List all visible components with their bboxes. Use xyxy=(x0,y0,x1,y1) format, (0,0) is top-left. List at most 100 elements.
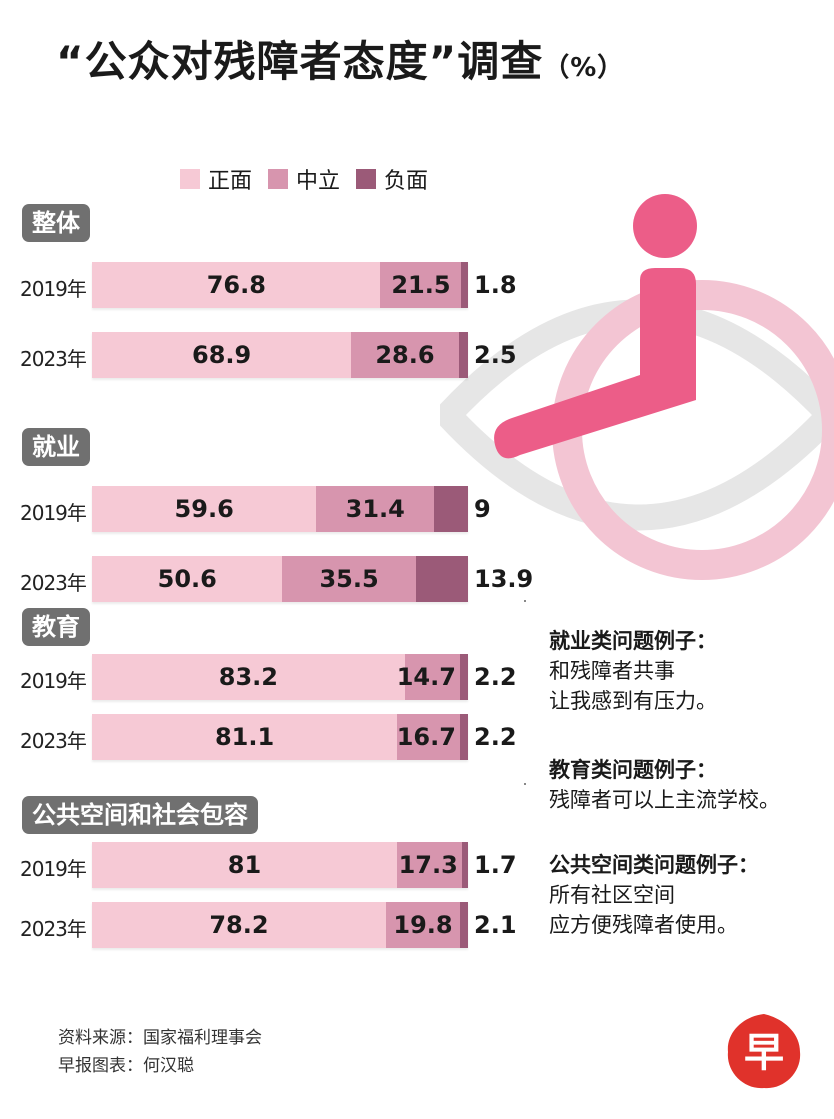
year-label: 2023年 xyxy=(20,917,87,941)
section-label: 公共空间和社会包容 xyxy=(22,796,258,834)
section-label: 教育 xyxy=(22,608,90,646)
bar-segment-negative xyxy=(459,654,468,700)
bar-segment-positive: 78.2 xyxy=(92,902,386,948)
bar-segment-positive: 59.6 xyxy=(92,486,317,532)
data-label: 81.1 xyxy=(214,723,275,751)
bar-segment-positive: 81 xyxy=(92,842,397,888)
legend-item-positive: 正面 xyxy=(180,163,252,195)
legend-label-negative: 负面 xyxy=(384,169,429,194)
data-label: 31.4 xyxy=(345,495,405,523)
stacked-bar: 83.2 14.7 xyxy=(92,654,468,700)
data-label: 16.7 xyxy=(396,723,456,751)
note-heading: 公共空间类问题例子： xyxy=(549,853,759,877)
bar-segment-neutral: 21.5 xyxy=(380,262,462,308)
data-label: 50.6 xyxy=(157,565,217,593)
data-label: 28.6 xyxy=(375,341,435,369)
note-line: 应方便残障者使用。 xyxy=(549,913,738,937)
chart-title: “公众对残障者态度”调查（%） xyxy=(56,28,624,89)
stacked-bar: 81 17.3 xyxy=(92,842,468,888)
data-label: 78.2 xyxy=(209,911,269,939)
title-text: “公众对残障者态度”调查 xyxy=(56,37,544,86)
legend-swatch-negative xyxy=(356,169,377,189)
bar-segment-negative xyxy=(459,714,468,760)
legend-label-neutral: 中立 xyxy=(296,169,341,194)
logo-text: 早 xyxy=(744,1030,784,1076)
stacked-bar: 59.6 31.4 xyxy=(92,486,468,532)
bar-segment-positive: 81.1 xyxy=(92,714,397,760)
data-label-negative: 2.2 xyxy=(474,723,517,751)
year-label: 2019年 xyxy=(20,669,87,693)
data-label: 21.5 xyxy=(391,271,451,299)
bar-segment-negative xyxy=(461,842,468,888)
bar-segment-positive: 83.2 xyxy=(92,654,405,700)
source-credit: 资料来源：国家福利理事会 早报图表：何汉聪 xyxy=(58,1024,262,1080)
bar-segment-positive: 68.9 xyxy=(92,332,352,378)
bar-segment-neutral: 35.5 xyxy=(282,556,416,602)
stacked-bar: 50.6 35.5 xyxy=(92,556,468,602)
stacked-bar: 78.2 19.8 xyxy=(92,902,468,948)
year-label: 2019年 xyxy=(20,277,87,301)
bar-segment-negative xyxy=(434,486,468,532)
note-line: 所有社区空间 xyxy=(549,883,675,907)
bar-segment-neutral: 17.3 xyxy=(396,842,462,888)
data-label-negative: 2.2 xyxy=(474,663,517,691)
legend-item-negative: 负面 xyxy=(356,163,428,195)
section-label: 整体 xyxy=(22,204,90,242)
stacked-bar: 81.1 16.7 xyxy=(92,714,468,760)
data-label-negative: 1.8 xyxy=(474,271,517,299)
bar-segment-neutral: 14.7 xyxy=(397,654,460,700)
bar-segment-negative xyxy=(458,332,468,378)
note-employment: 就业类问题例子： 和残障者共事 让我感到有压力。 xyxy=(549,626,717,716)
legend-swatch-positive xyxy=(180,169,200,189)
bar-segment-neutral: 19.8 xyxy=(385,902,461,948)
divider-dot xyxy=(524,600,526,602)
zaobao-logo-icon: 早 xyxy=(727,1014,801,1089)
data-label-negative: 1.7 xyxy=(474,851,517,879)
data-label: 35.5 xyxy=(319,565,379,593)
legend: 正面 中立 负面 xyxy=(180,163,444,195)
data-label: 14.7 xyxy=(396,663,456,691)
legend-label-positive: 正面 xyxy=(208,169,253,194)
stacked-bar: 68.9 28.6 xyxy=(92,332,468,378)
note-line: 让我感到有压力。 xyxy=(549,689,717,713)
year-label: 2023年 xyxy=(20,347,87,371)
data-label: 83.2 xyxy=(218,663,278,691)
year-label: 2019年 xyxy=(20,501,87,525)
bar-segment-neutral: 31.4 xyxy=(316,486,435,532)
legend-item-neutral: 中立 xyxy=(268,163,340,195)
data-label-negative: 13.9 xyxy=(474,565,534,593)
legend-swatch-neutral xyxy=(268,169,289,189)
bar-segment-positive: 76.8 xyxy=(92,262,381,308)
note-line: 残障者可以上主流学校。 xyxy=(549,788,780,812)
note-heading: 就业类问题例子： xyxy=(549,629,717,653)
data-label: 17.3 xyxy=(398,851,458,879)
data-label: 81 xyxy=(227,851,262,879)
note-line: 和残障者共事 xyxy=(549,659,675,683)
data-label: 59.6 xyxy=(174,495,234,523)
data-label: 76.8 xyxy=(206,271,266,299)
body-shape xyxy=(494,268,696,459)
note-heading: 教育类问题例子： xyxy=(549,758,717,782)
wheelchair-eye-icon xyxy=(440,194,834,580)
bar-segment-positive: 50.6 xyxy=(92,556,283,602)
bar-segment-neutral: 16.7 xyxy=(397,714,460,760)
year-label: 2023年 xyxy=(20,729,87,753)
bar-segment-negative xyxy=(461,262,468,308)
data-label-negative: 2.1 xyxy=(474,911,517,939)
year-label: 2019年 xyxy=(20,857,87,881)
bar-segment-neutral: 28.6 xyxy=(351,332,459,378)
year-label: 2023年 xyxy=(20,571,87,595)
data-label: 19.8 xyxy=(393,911,453,939)
head-shape xyxy=(633,194,697,258)
bar-segment-negative xyxy=(460,902,468,948)
credit-line: 早报图表：何汉聪 xyxy=(58,1056,194,1076)
data-label-negative: 9 xyxy=(474,495,491,523)
bar-segment-negative xyxy=(415,556,468,602)
source-line: 资料来源：国家福利理事会 xyxy=(58,1028,262,1048)
data-label-negative: 2.5 xyxy=(474,341,517,369)
stacked-bar: 76.8 21.5 xyxy=(92,262,468,308)
data-label: 68.9 xyxy=(192,341,252,369)
note-education: 教育类问题例子： 残障者可以上主流学校。 xyxy=(549,755,780,815)
title-unit: （%） xyxy=(543,53,625,83)
note-public-space: 公共空间类问题例子： 所有社区空间 应方便残障者使用。 xyxy=(549,850,759,940)
